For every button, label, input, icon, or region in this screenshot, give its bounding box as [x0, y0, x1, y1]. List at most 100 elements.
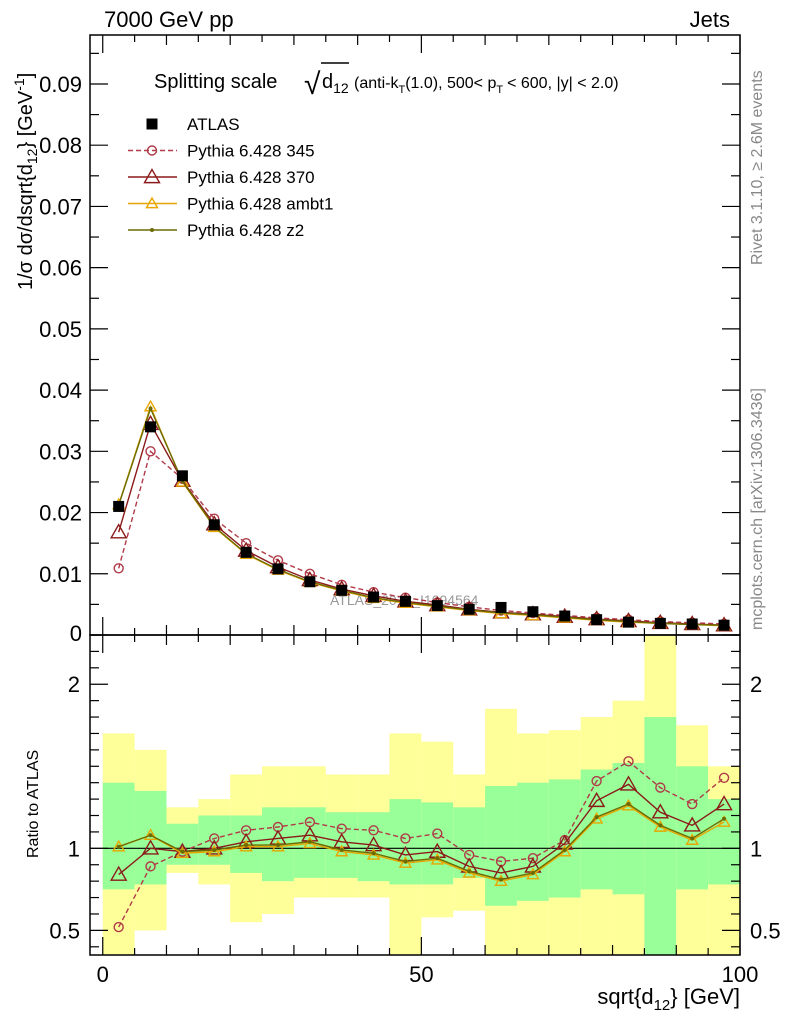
inner-band-bin — [485, 785, 517, 906]
ratio-tick-label-right: 0.5 — [750, 918, 781, 943]
y-tick-label: 0.04 — [39, 378, 82, 403]
side-text-bottom: mcplots.cern.ch [arXiv:1306.3436] — [749, 388, 766, 630]
axes: 0 50 100 0.01 0.02 0.03 0.04 0.05 0.06 0.07 0.08 0.… — [39, 35, 781, 987]
data-point — [208, 519, 220, 531]
svg-text:Splitting scale: Splitting scale — [154, 71, 277, 93]
ratio-tick-label-right: 2 — [750, 672, 762, 697]
inner-band-bin — [389, 799, 422, 885]
data-point — [240, 546, 252, 558]
data-point — [718, 619, 730, 631]
inner-band-bin — [102, 782, 135, 890]
y-tick-label: 0.03 — [39, 439, 82, 464]
ratio-3-point — [180, 849, 185, 854]
y-tick-label: 0.07 — [39, 194, 82, 219]
y-zero-label: 0 — [70, 621, 82, 646]
ratio-1-point — [619, 775, 638, 791]
ratio-0-point — [113, 921, 124, 933]
y-tick-label: 0.08 — [39, 133, 82, 158]
ratio-2-point — [271, 839, 285, 852]
y-tick-label: 0.01 — [39, 562, 82, 587]
data-point — [463, 603, 475, 615]
ratio-0-point — [655, 782, 666, 793]
legend-marker — [145, 196, 159, 209]
ratio-1-point — [141, 839, 160, 855]
data-point — [399, 595, 411, 607]
inner-band-bin — [516, 782, 549, 901]
ratio-3-point — [339, 847, 344, 852]
data-point — [591, 614, 603, 626]
legend-marker — [143, 168, 161, 184]
title-rest-3: < 600, |y| < 2.0) — [507, 75, 619, 92]
ratio-3-point — [467, 869, 472, 874]
x-tick-label: 100 — [722, 962, 759, 987]
ratio-2-point — [143, 828, 158, 841]
ratio-3-point — [722, 816, 727, 821]
ratio-0-point — [145, 861, 156, 872]
ratio-line-2 — [118, 804, 725, 882]
data-point — [654, 617, 666, 629]
ratio-3-point — [212, 847, 217, 852]
data-point — [686, 618, 698, 630]
data-point — [368, 591, 380, 603]
header-left: 7000 GeV pp — [104, 7, 234, 32]
ratio-0-point — [623, 756, 634, 767]
legend-label: Pythia 6.428 z2 — [187, 221, 304, 240]
ratio-2-point — [207, 844, 221, 857]
ratio-3-point — [530, 870, 535, 875]
ratio-2-point — [398, 856, 413, 868]
x-tick-label: 50 — [409, 962, 433, 987]
title-rest-2: (1.0), 500< p — [405, 75, 496, 92]
ratio-2-point — [558, 844, 572, 857]
y-axis-label: 1/σ dσ/dsqrt{d12} [GeV-1] — [11, 73, 40, 290]
inner-band-bin — [134, 790, 167, 885]
data-point — [113, 500, 125, 512]
data-point — [495, 601, 507, 613]
ratio-tick-label-right: 1 — [750, 836, 762, 861]
y-tick-label: 0.09 — [39, 72, 82, 97]
ratio-3-point — [307, 839, 312, 844]
x-tick-label: 0 — [97, 962, 109, 987]
ratio-3-point — [690, 836, 695, 841]
ratio-3-point — [435, 856, 440, 861]
ratio-3-point — [562, 847, 567, 852]
ratio-0-point — [527, 852, 539, 864]
series-0-point — [113, 563, 124, 574]
legend-label: ATLAS — [187, 115, 240, 134]
legend-marker — [146, 118, 158, 130]
data-point — [176, 470, 188, 482]
data-point — [304, 576, 316, 588]
ratio-0-point — [718, 772, 730, 783]
title-rest-2-sub: T — [496, 84, 503, 96]
ratio-tick-label-left: 0.5 — [49, 918, 80, 943]
inner-band-bin — [644, 717, 677, 955]
data-point — [145, 421, 157, 433]
ratio-0-point — [368, 825, 379, 836]
ratio-3-point — [403, 859, 408, 864]
chart-title: Splitting scale √ d12 (anti-kT(1.0), 500… — [154, 62, 619, 101]
ratio-0-point — [432, 828, 443, 839]
ratio-3-point — [499, 877, 504, 882]
inner-band-bin — [708, 799, 740, 885]
ratio-0-point — [687, 798, 698, 810]
title-rest-1-sub: T — [398, 84, 405, 96]
legend-marker — [150, 228, 154, 232]
legend: ATLAS Pythia 6.428 345 Pythia 6.428 370 Pyt… — [128, 115, 333, 240]
ratio-line-3 — [118, 803, 725, 881]
data-point — [559, 610, 571, 622]
data-point — [622, 616, 634, 628]
legend-label: Pythia 6.428 345 — [187, 142, 315, 161]
ratio-1-point — [683, 816, 701, 832]
ratio-3-point — [148, 833, 153, 838]
x-axis-label: sqrt{d12} [GeV] — [597, 984, 740, 1014]
svg-text:(anti-kT(1.0), 500< pT< 600, |: (anti-kT(1.0), 500< pT < 600, |y| < 2.0) — [354, 75, 619, 96]
ratio-tick-label-left: 1 — [68, 836, 80, 861]
series-2-point — [143, 399, 158, 412]
y-tick-label: 0.02 — [39, 501, 82, 526]
title-rest-1: (anti-k — [354, 75, 399, 92]
ratio-0-point — [209, 833, 220, 844]
ratio-0-point — [591, 775, 602, 787]
ratio-2-point — [175, 846, 190, 859]
inner-band-bin — [676, 766, 709, 890]
series-1-point — [109, 523, 128, 539]
